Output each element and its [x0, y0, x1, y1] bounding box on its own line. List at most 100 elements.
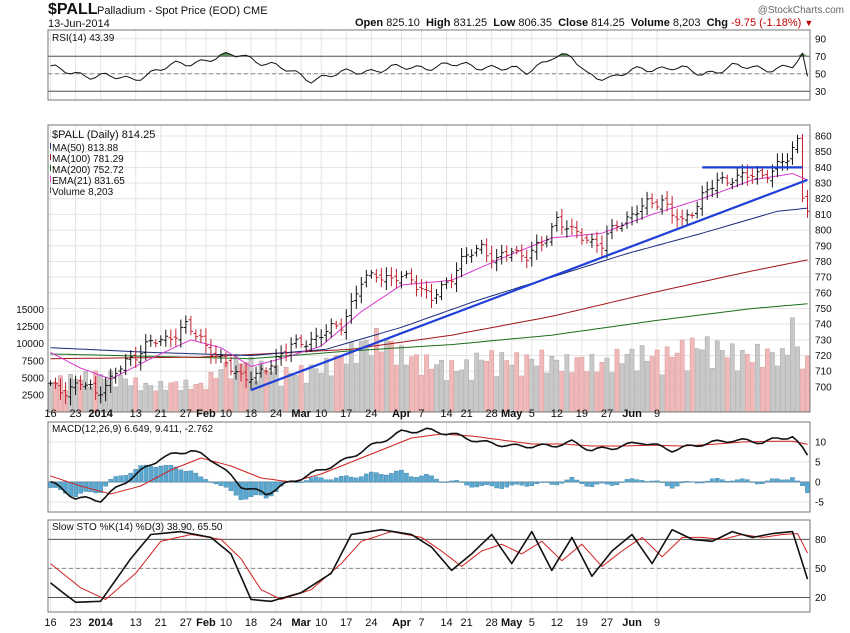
macd-histogram-bar — [604, 481, 610, 485]
rsi-tick-label: 30 — [815, 87, 827, 98]
volume-value: 8,203 — [672, 17, 701, 29]
macd-histogram-bar — [419, 475, 424, 483]
x-tick-label: Mar — [291, 408, 311, 420]
volume-bar — [399, 345, 404, 413]
x-tick-label: 13 — [130, 617, 142, 629]
macd-histogram-bar — [654, 480, 660, 483]
macd-histogram-bar — [745, 479, 750, 483]
volume-bar — [699, 349, 705, 413]
macd-histogram-bar — [138, 465, 144, 483]
volume-bar — [333, 355, 339, 413]
macd-histogram-bar — [78, 481, 83, 494]
volume-bar — [729, 343, 735, 413]
macd-histogram-bar — [118, 475, 123, 483]
x-tick-label: 24 — [365, 617, 377, 629]
macd-histogram-bar — [785, 479, 790, 483]
x-tick-label: 27 — [601, 408, 613, 420]
macd-histogram-bar — [664, 481, 670, 487]
ma50-line — [50, 207, 808, 356]
volume-bar — [684, 370, 690, 413]
macd-histogram-bar — [795, 480, 800, 483]
x-tick-label: 24 — [270, 408, 282, 420]
macd-histogram-bar — [730, 480, 735, 483]
macd-histogram-bar — [589, 481, 595, 487]
macd-histogram-bar — [760, 481, 765, 484]
macd-histogram-bar — [73, 481, 78, 498]
volume-bar — [313, 368, 319, 413]
volume-bar — [770, 352, 775, 413]
volume-bar — [499, 352, 505, 413]
macd-histogram-bar — [474, 481, 479, 488]
sto-d-line — [50, 531, 808, 600]
volume-bar — [795, 346, 800, 413]
volume-tick-label: 10000 — [16, 339, 44, 350]
volume-bar — [629, 348, 635, 413]
volume-bar — [439, 359, 444, 413]
low-label: Low — [493, 17, 516, 29]
volume-bar — [459, 369, 464, 413]
volume-bar — [479, 359, 484, 413]
x-tick-label: 10 — [220, 617, 232, 629]
macd-histogram-bar — [614, 481, 620, 485]
macd-histogram-bar — [424, 474, 429, 483]
macd-histogram-bar — [213, 481, 219, 485]
price-tick-label: 710 — [815, 367, 832, 378]
macd-histogram-bar — [108, 479, 113, 483]
x-tick-label: 9 — [654, 408, 660, 420]
x-tick-label: 10 — [220, 408, 232, 420]
macd-histogram-bar — [429, 475, 434, 483]
macd-histogram-bar — [183, 471, 189, 483]
volume-bar — [223, 361, 229, 413]
volume-bar — [123, 378, 129, 413]
macd-histogram-bar — [539, 481, 545, 483]
volume-bar — [694, 348, 700, 413]
macd-histogram-bar — [609, 481, 615, 486]
macd-histogram-bar — [464, 481, 469, 486]
legend-volume: Volume 8,203 — [52, 187, 114, 198]
macd-histogram-bar — [364, 473, 369, 483]
macd-histogram-bar — [584, 481, 590, 487]
macd-histogram-bar — [594, 481, 600, 485]
x-tick-label: 23 — [69, 408, 81, 420]
macd-histogram-bar — [534, 481, 540, 484]
x-tick-label: 19 — [576, 617, 588, 629]
volume-bar — [318, 373, 324, 413]
volume-bar — [714, 340, 720, 413]
x-tick-label: 21 — [460, 617, 472, 629]
volume-bar — [604, 357, 610, 413]
volume-bar — [554, 359, 560, 413]
macd-histogram-bar — [103, 481, 108, 487]
macd-histogram-bar — [434, 478, 439, 483]
volume-bar — [569, 372, 575, 413]
volume-bar — [775, 365, 780, 413]
ema21-line — [50, 173, 808, 380]
x-tick-label: 28 — [486, 408, 498, 420]
macd-histogram-bar — [414, 477, 419, 483]
macd-histogram-bar — [173, 466, 179, 483]
volume-bar — [594, 371, 600, 413]
stockcharts-logo: @StockCharts.com — [757, 5, 844, 16]
macd-histogram-bar — [619, 481, 625, 483]
macd-panel-frame — [47, 421, 811, 513]
macd-histogram-bar — [725, 481, 730, 483]
macd-histogram-bar — [409, 476, 414, 483]
x-tick-label: 16 — [44, 617, 56, 629]
x-tick-label: 18 — [245, 617, 257, 629]
rsi-label: RSI(14) 43.39 — [52, 33, 115, 44]
macd-histogram-bar — [504, 481, 510, 488]
volume-bar — [584, 371, 590, 413]
volume-bar — [484, 360, 489, 413]
volume-bar — [414, 354, 419, 413]
volume-bar — [780, 348, 785, 413]
volume-bar — [539, 349, 545, 413]
price-tick-label: 760 — [815, 288, 832, 299]
instrument-name-text: Palladium - Spot Price (EOD) — [97, 5, 241, 17]
price-label: $PALL (Daily) 814.25 — [52, 129, 156, 141]
volume-bar — [288, 372, 294, 413]
volume-bar — [504, 360, 510, 413]
x-tick-label: 7 — [418, 617, 424, 629]
price-tick-label: 720 — [815, 351, 832, 362]
macd-histogram-bar — [344, 475, 349, 483]
volume-bar — [534, 365, 540, 413]
